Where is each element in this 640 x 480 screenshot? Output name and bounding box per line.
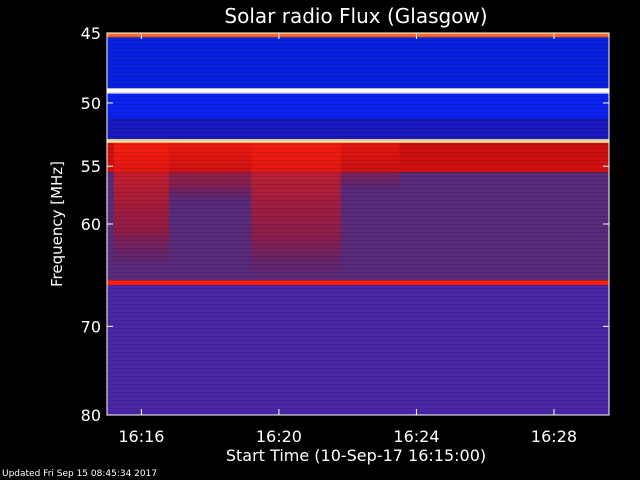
x-tick-label-2: 16:24: [393, 427, 439, 446]
y-tick-label-5: 80: [81, 406, 101, 425]
y-tick-label-0: 45: [81, 24, 101, 43]
x-axis: 16:16 16:20 16:24 16:28: [118, 33, 577, 446]
x-axis-label: Start Time (10-Sep-17 16:15:00): [226, 446, 486, 465]
y-axis: 45 50 55 60 70 80: [81, 24, 609, 425]
plot-area: [107, 33, 609, 415]
y-tick-label-1: 50: [81, 94, 101, 113]
y-tick-label-4: 70: [81, 317, 101, 336]
chart-title: Solar radio Flux (Glasgow): [224, 4, 487, 28]
y-axis-label: Frequency [MHz]: [48, 161, 66, 287]
x-tick-label-1: 16:20: [256, 427, 302, 446]
updated-timestamp: Updated Fri Sep 15 08:45:34 2017: [2, 469, 158, 479]
x-tick-label-0: 16:16: [118, 427, 164, 446]
y-tick-label-2: 55: [81, 157, 101, 176]
y-tick-label-3: 60: [81, 215, 101, 234]
x-tick-label-3: 16:28: [531, 427, 577, 446]
